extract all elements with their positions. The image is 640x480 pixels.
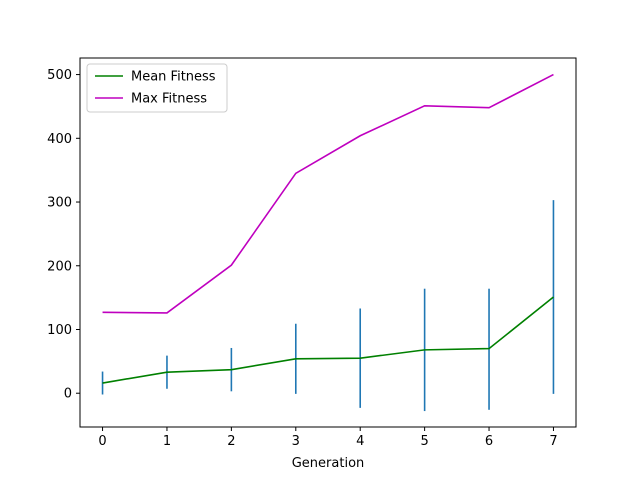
series-line-max-fitness: [102, 73, 554, 314]
legend-label: Max Fitness: [131, 92, 207, 107]
x-tick-label: 0: [98, 434, 106, 449]
error-bars: [101, 200, 555, 412]
legend: Mean Fitness Max Fitness: [86, 63, 228, 113]
y-tick-label: 0: [64, 387, 72, 402]
x-tick-label: 7: [549, 434, 557, 449]
y-tick-label: 300: [47, 196, 72, 211]
x-tick-label: 2: [227, 434, 235, 449]
y-tick-label: 100: [47, 323, 72, 338]
y-tick-label: 200: [47, 259, 72, 274]
y-axis-ticks: 0 100 200 300 400 500: [47, 68, 80, 402]
y-tick-label: 500: [47, 68, 72, 83]
series-line-mean-fitness: [102, 296, 554, 384]
x-axis-label: Generation: [292, 456, 365, 471]
series-lines: [102, 73, 554, 384]
x-tick-label: 6: [485, 434, 493, 449]
legend-label: Mean Fitness: [131, 70, 216, 85]
x-axis-ticks: 0 1 2 3 4 5 6 7: [98, 427, 558, 449]
x-tick-label: 1: [163, 434, 171, 449]
x-tick-label: 5: [420, 434, 428, 449]
y-tick-label: 400: [47, 132, 72, 147]
x-tick-label: 4: [356, 434, 364, 449]
plot-area-frame: [79, 57, 577, 428]
x-tick-label: 3: [292, 434, 300, 449]
